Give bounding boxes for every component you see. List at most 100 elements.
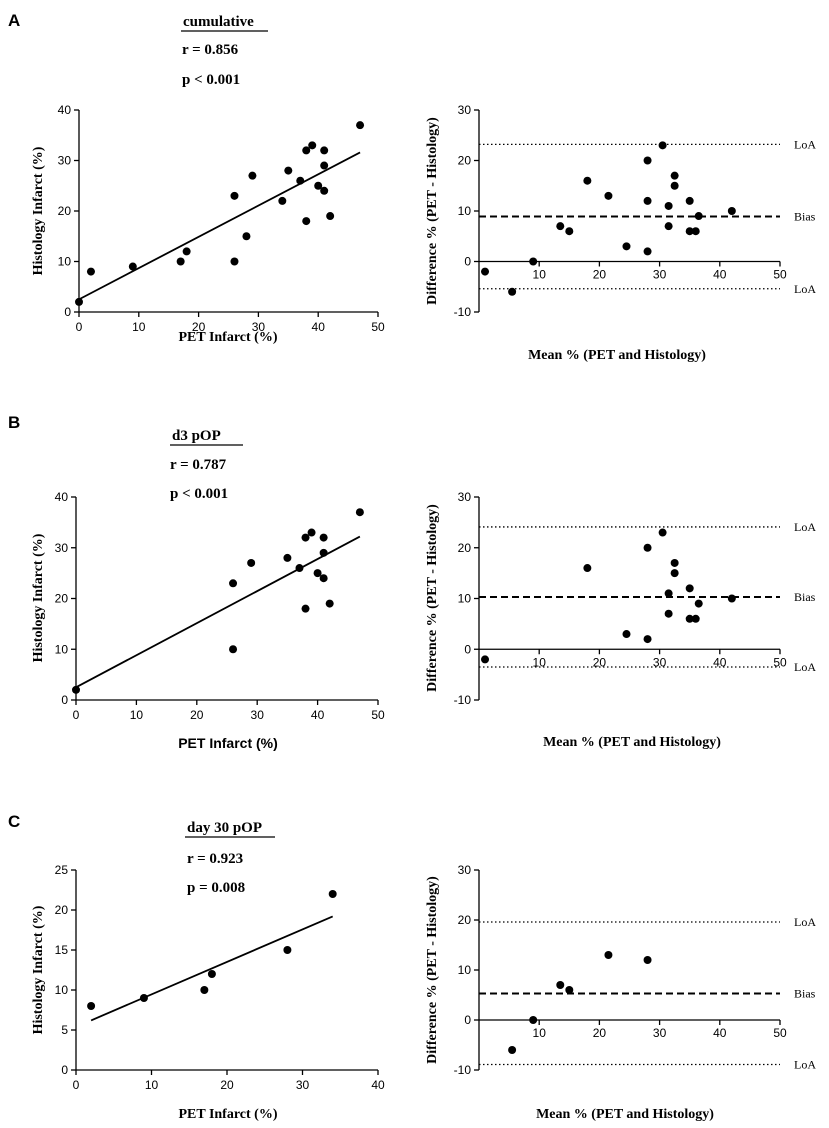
chart2-y-tick-label: 10: [458, 204, 472, 218]
chart2-data-point: [643, 247, 652, 256]
chart5-y-tick-label: 25: [55, 863, 69, 877]
chart4-y-tick-label: -10: [454, 693, 472, 707]
chart2-data-point: [727, 207, 736, 215]
chart1-data-point: [302, 217, 311, 226]
chart1-data-point: [320, 161, 329, 170]
chart1-regression-line: [78, 151, 361, 301]
chart2-data-point: [685, 227, 694, 236]
chart3-x-tick-label: 50: [371, 708, 385, 722]
chart2-x-tick-label: 10: [533, 268, 547, 282]
chart5-y-tick-label: 10: [55, 983, 69, 997]
chart6-data-point: [604, 951, 613, 959]
chart2-data-point: [643, 196, 652, 205]
chart3-y-tick-label: 0: [61, 693, 68, 707]
chart3-x-tick-label: 10: [130, 708, 144, 722]
chart4-y-tick-label: 10: [458, 592, 472, 606]
chart1-data-point: [230, 191, 239, 200]
chart5-data-point: [207, 970, 216, 978]
chart4-y-tick-label: 30: [458, 490, 472, 504]
chart5-x-tick-label: 10: [145, 1078, 159, 1092]
chart4-data-point: [643, 635, 652, 644]
chart5-stat-1: r = 0.923: [187, 851, 243, 867]
chart2-data-point: [694, 212, 703, 221]
chart4-y-axis-title: Difference % (PET - Histology): [425, 504, 440, 692]
chart1-x-tick-label: 50: [371, 320, 385, 334]
chart4-data-point: [658, 528, 667, 537]
chart4-bias-label: Bias: [794, 590, 816, 604]
chart1-y-tick-label: 10: [58, 255, 72, 269]
chart3-x-tick-label: 40: [311, 708, 325, 722]
chart6-data-point: [556, 981, 565, 989]
chart2-data-point: [529, 257, 538, 266]
chart3-data-point: [307, 528, 316, 537]
chart1-data-point: [248, 171, 257, 180]
chart1-data-point: [75, 297, 83, 306]
chart2-data-point: [604, 191, 613, 200]
chart6-data-point: [529, 1016, 538, 1024]
chart6-x-tick-label: 40: [713, 1026, 727, 1040]
chart5-y-tick-label: 5: [61, 1023, 68, 1037]
chart4-data-point: [685, 584, 694, 593]
chart3-stat-2: p < 0.001: [170, 486, 228, 502]
chart6-loa-upper-label: LoA: [794, 915, 816, 929]
chart1-data-point: [314, 181, 323, 190]
chart5-x-tick-label: 0: [73, 1078, 80, 1092]
chart1-y-tick-label: 40: [58, 103, 72, 117]
chart3-heading: d3 pOP: [172, 428, 221, 444]
chart2-data-point: [670, 171, 679, 180]
chart6-y-tick-label: 30: [458, 863, 472, 877]
chart2-data-point: [556, 222, 565, 231]
chart3-data-point: [319, 533, 328, 542]
chart4-x-axis-title: Mean % (PET and Histology): [543, 735, 721, 750]
chart3-y-tick-label: 30: [55, 541, 69, 555]
chart1-x-tick-label: 20: [192, 320, 206, 334]
chart1-x-tick-label: 0: [76, 320, 83, 334]
chart1-x-tick-label: 40: [312, 320, 326, 334]
chart1-y-axis-title: Histology Infarct (%): [31, 146, 46, 275]
chart6-y-tick-label: 20: [458, 913, 472, 927]
chart2-data-point: [670, 181, 679, 190]
chart5-y-tick-label: 0: [61, 1063, 68, 1077]
chart3-data-point: [247, 558, 256, 567]
chart1-data-point: [302, 146, 311, 155]
chart2-data-point: [664, 222, 673, 231]
chart2-data-point: [691, 227, 700, 236]
chart3-x-tick-label: 30: [251, 708, 265, 722]
chart4-x-tick-label: 50: [773, 655, 787, 669]
chart6-bias-label: Bias: [794, 987, 816, 1001]
chart6-data-point: [643, 956, 652, 964]
chart4-x-tick-label: 20: [593, 655, 607, 669]
chart3-data-point: [229, 579, 238, 588]
chart4-data-point: [622, 630, 631, 639]
chart1-x-tick-label: 10: [132, 320, 146, 334]
chart2-x-axis-title: Mean % (PET and Histology): [528, 348, 706, 363]
chart2-bias-label: Bias: [794, 210, 816, 224]
chart5-x-tick-label: 20: [220, 1078, 234, 1092]
chart6-x-tick-label: 30: [653, 1026, 667, 1040]
chart3-x-tick-label: 0: [73, 708, 80, 722]
chart5-data-point: [200, 986, 209, 994]
chart3-regression-line: [75, 535, 361, 689]
chart5-panel-letter: C: [8, 812, 20, 831]
chart3-data-point: [319, 548, 328, 557]
chart1-stat-2: p < 0.001: [182, 72, 240, 88]
chart1-data-point: [230, 257, 239, 266]
chart4-data-point: [664, 609, 673, 618]
chart3-data-point: [313, 569, 322, 578]
chart6-data-point: [565, 986, 574, 994]
chart2-data-point: [583, 176, 592, 185]
chart5-y-tick-label: 15: [55, 943, 69, 957]
chart6-x-axis-title: Mean % (PET and Histology): [536, 1107, 714, 1122]
chart1-stat-1: r = 0.856: [182, 42, 239, 58]
chart1-data-point: [320, 146, 329, 155]
chart3-x-axis-title: PET Infarct (%): [178, 735, 278, 751]
chart3-data-point: [319, 574, 328, 583]
chart2-data-point: [481, 267, 490, 276]
chart4-data-point: [727, 594, 736, 603]
chart4-x-tick-label: 40: [713, 655, 727, 669]
chart6-y-tick-label: 10: [458, 963, 472, 977]
chart3-data-point: [229, 645, 238, 654]
chart4-x-tick-label: 10: [533, 655, 547, 669]
chart5-x-tick-label: 30: [296, 1078, 310, 1092]
